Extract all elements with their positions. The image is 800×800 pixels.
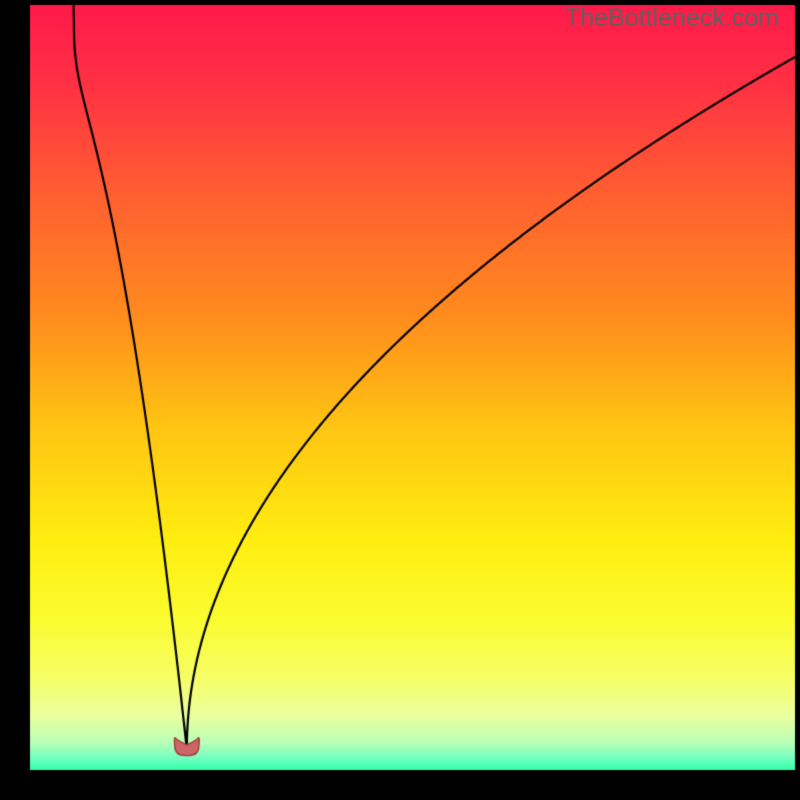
- chart-container: TheBottleneck.com: [0, 0, 800, 800]
- bottleneck-curve-plot: [0, 0, 800, 800]
- watermark-text: TheBottleneck.com: [565, 4, 779, 33]
